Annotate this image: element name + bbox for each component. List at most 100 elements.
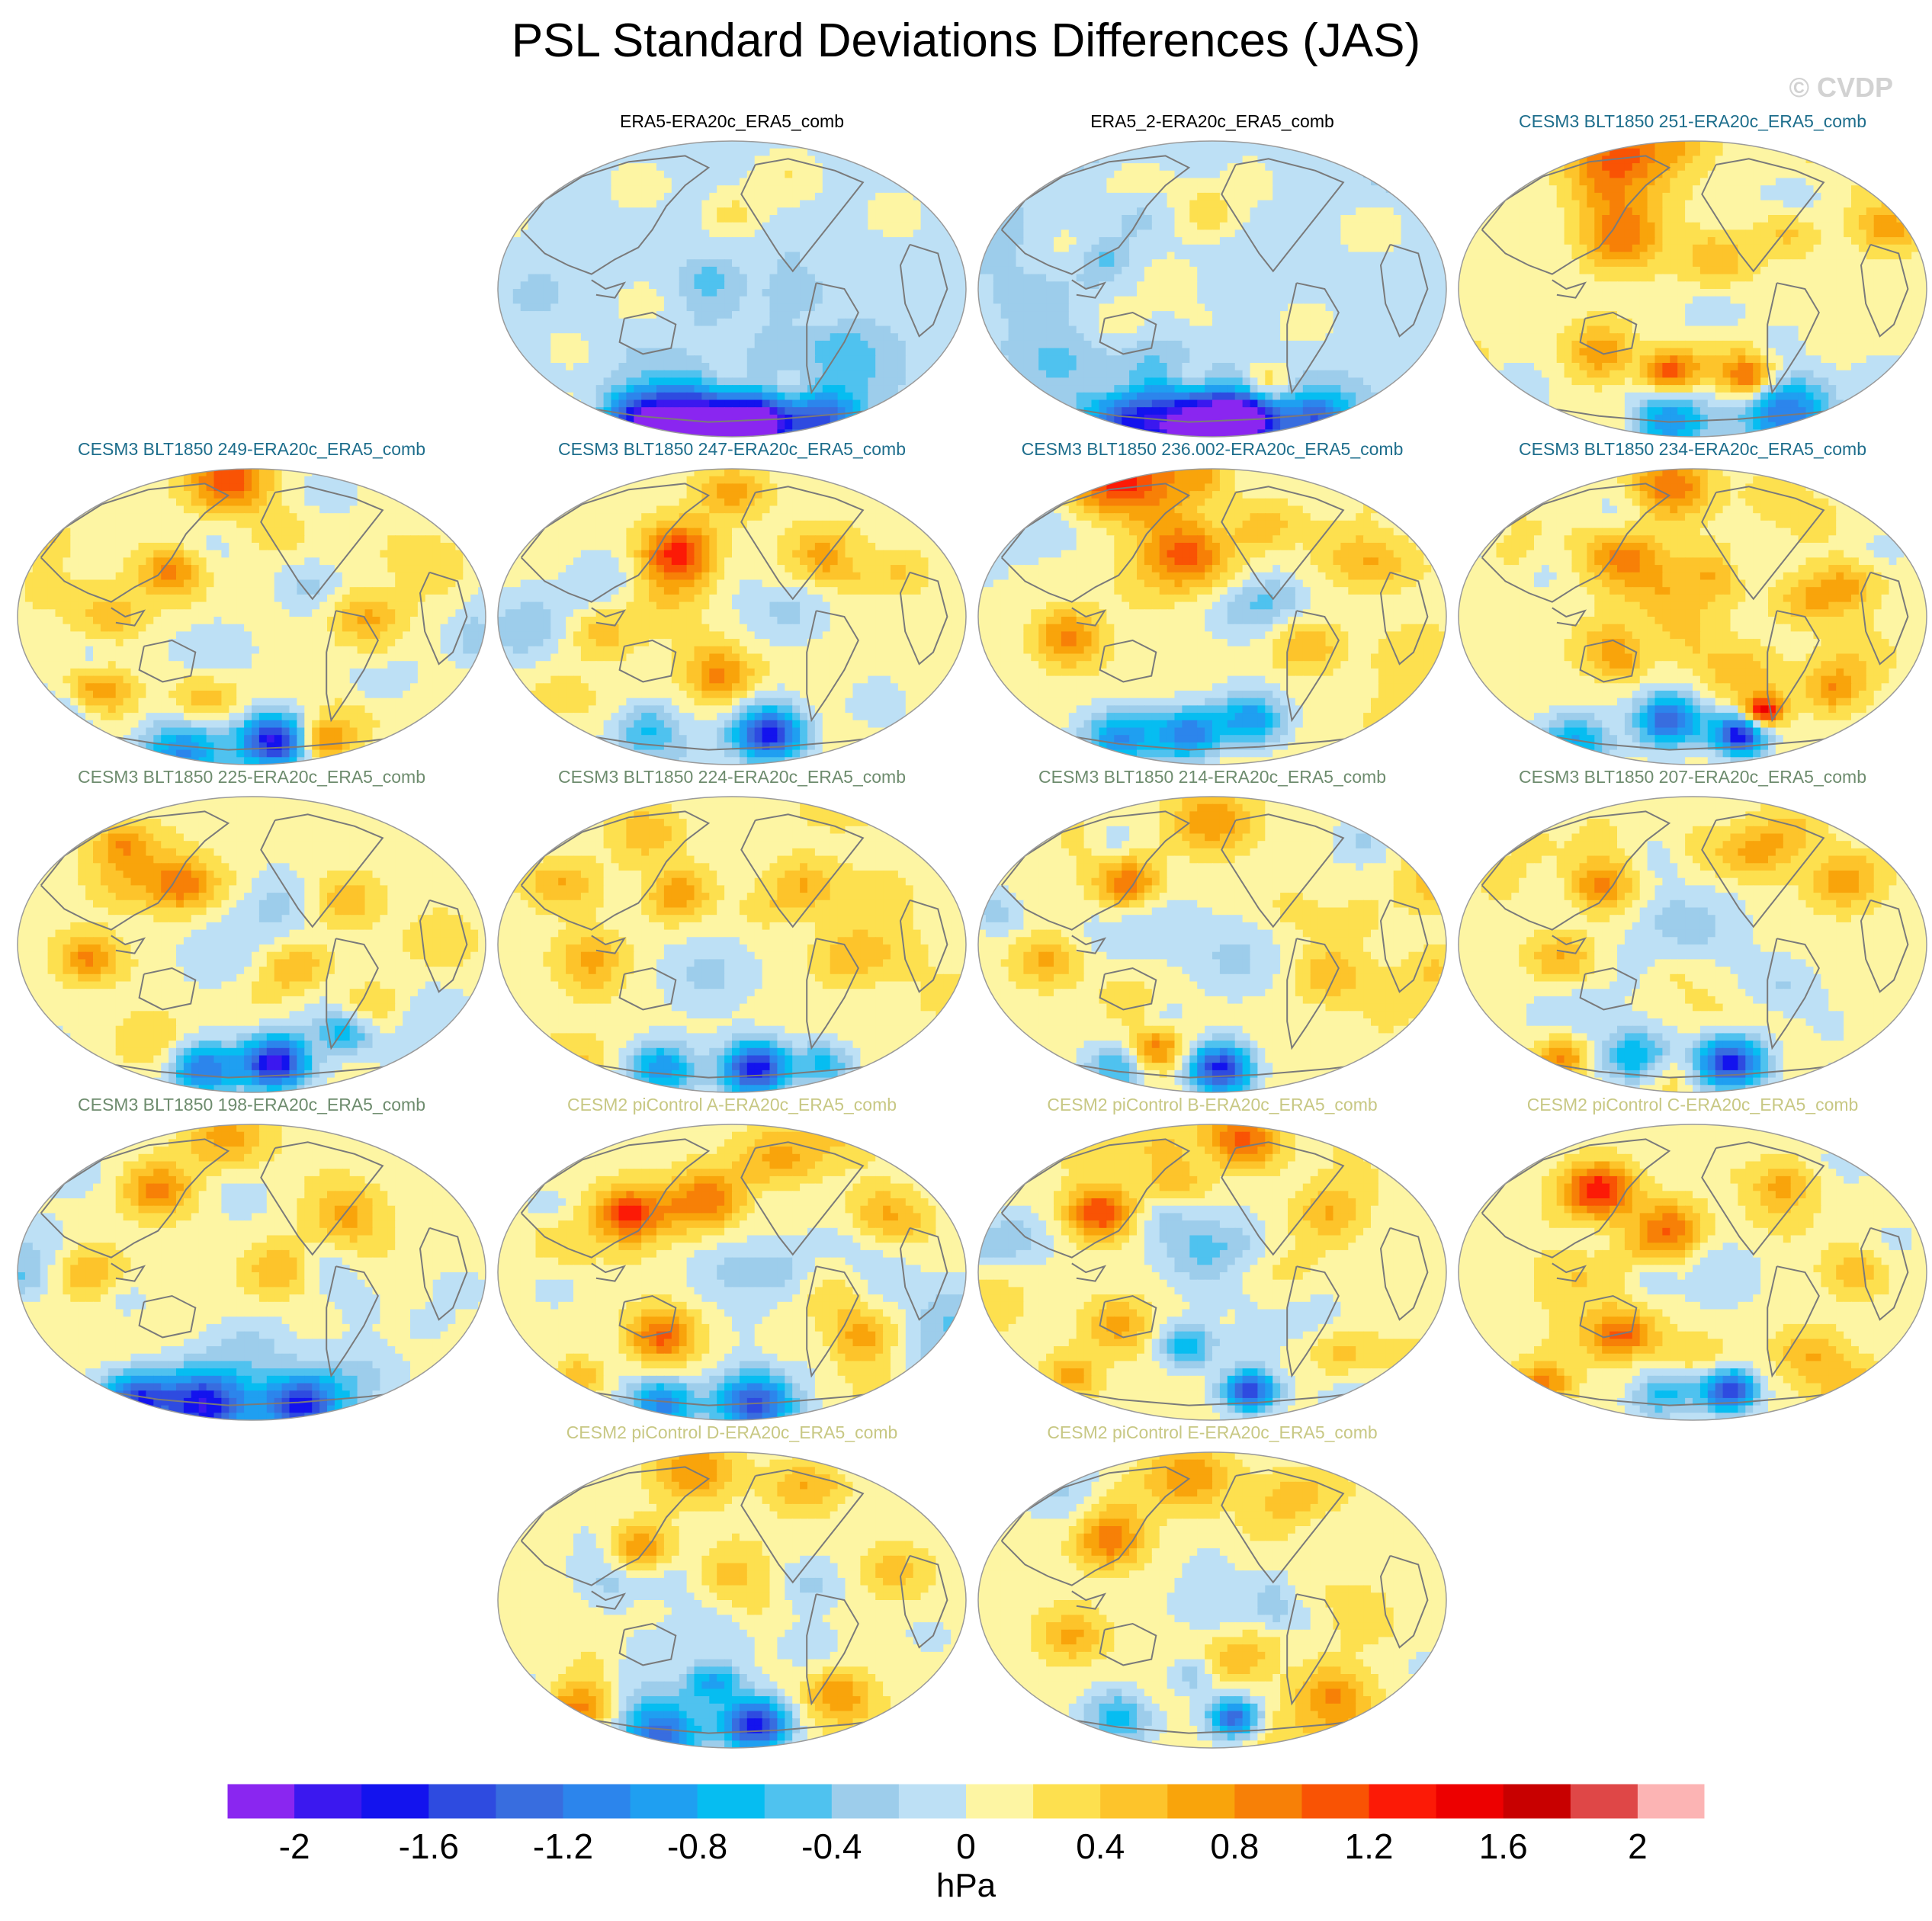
coastline bbox=[1099, 311, 1157, 355]
coastline bbox=[138, 639, 197, 683]
colorbar-tick-label: 2 bbox=[1628, 1826, 1648, 1866]
coastline bbox=[618, 967, 677, 1011]
map-outline bbox=[497, 140, 967, 438]
coastline bbox=[101, 1390, 416, 1406]
coastline bbox=[1379, 243, 1429, 338]
map-field bbox=[1459, 141, 1927, 437]
coastline bbox=[1286, 282, 1340, 395]
coastline bbox=[582, 1717, 897, 1734]
coastline bbox=[138, 1294, 197, 1339]
coastline bbox=[1062, 1717, 1377, 1734]
map-field bbox=[498, 1124, 966, 1420]
coastline bbox=[1701, 158, 1825, 273]
coastline bbox=[1000, 810, 1191, 931]
coastline bbox=[138, 967, 197, 1011]
coastline bbox=[1552, 607, 1587, 627]
coastline bbox=[419, 571, 468, 665]
coastline bbox=[1481, 483, 1671, 603]
colorbar-swatch bbox=[630, 1784, 698, 1819]
coastline bbox=[1099, 639, 1157, 683]
coastline bbox=[591, 1262, 627, 1282]
colorbar-swatch bbox=[1436, 1784, 1504, 1819]
map-panel: CESM3 BLT1850 214-ERA20c_ERA5_comb bbox=[977, 767, 1447, 1093]
colorbar-swatch bbox=[764, 1784, 833, 1819]
coastline bbox=[1000, 483, 1191, 603]
map-panel: ERA5_2-ERA20c_ERA5_comb bbox=[977, 111, 1447, 438]
map-panel: CESM2 piControl B-ERA20c_ERA5_comb bbox=[977, 1095, 1447, 1421]
coastline bbox=[591, 1590, 627, 1610]
panel-title: CESM2 piControl A-ERA20c_ERA5_comb bbox=[567, 1095, 897, 1114]
colorbar-swatch bbox=[1167, 1784, 1235, 1819]
colorbar: -2 -1.6 -1.2 -0.8 -0.4 0 0.4 0.8 1.2 1.6 2 bbox=[226, 1783, 1706, 1866]
map-outline bbox=[497, 468, 967, 765]
map-field bbox=[1459, 469, 1927, 765]
coastline bbox=[1579, 639, 1638, 683]
panel-title: CESM3 BLT1850 225-ERA20c_ERA5_comb bbox=[78, 767, 425, 787]
coastline bbox=[806, 1593, 859, 1706]
coastline bbox=[40, 1138, 230, 1259]
coastline bbox=[520, 1466, 711, 1586]
colorbar-swatch bbox=[1369, 1784, 1437, 1819]
coastline bbox=[1221, 486, 1345, 601]
coastline bbox=[1379, 1227, 1429, 1321]
coastline bbox=[591, 279, 627, 299]
coastline bbox=[899, 899, 948, 993]
coastline bbox=[40, 810, 230, 931]
map-field bbox=[18, 797, 486, 1092]
coastline bbox=[419, 899, 468, 993]
colorbar-swatch bbox=[966, 1784, 1034, 1819]
map-panel: CESM3 BLT1850 234-ERA20c_ERA5_comb bbox=[1458, 439, 1927, 765]
coastline bbox=[1071, 1590, 1107, 1610]
map-outline bbox=[977, 140, 1447, 438]
coastline bbox=[806, 938, 859, 1050]
coastline bbox=[1071, 279, 1107, 299]
coastline bbox=[1552, 935, 1587, 954]
coastline bbox=[1542, 1390, 1857, 1406]
map-field bbox=[978, 469, 1446, 765]
map-field bbox=[498, 141, 966, 437]
coastline bbox=[740, 486, 865, 601]
coastline bbox=[582, 1062, 897, 1079]
coastline bbox=[1221, 813, 1345, 928]
coastline bbox=[1767, 610, 1820, 723]
coastline bbox=[618, 311, 677, 355]
colorbar-swatch bbox=[361, 1784, 429, 1819]
colorbar-swatch bbox=[1503, 1784, 1571, 1819]
coastline bbox=[1481, 1138, 1671, 1259]
coastline bbox=[899, 1227, 948, 1321]
panel-title: ERA5_2-ERA20c_ERA5_comb bbox=[1090, 111, 1334, 131]
coastline bbox=[1481, 810, 1671, 931]
coastline bbox=[1062, 1390, 1377, 1406]
coastline bbox=[1099, 1622, 1157, 1666]
colorbar-swatch bbox=[1100, 1784, 1168, 1819]
coastline bbox=[1481, 155, 1671, 275]
panel-title: CESM3 BLT1850 207-ERA20c_ERA5_comb bbox=[1519, 767, 1866, 787]
coastline bbox=[1071, 607, 1107, 627]
coastline bbox=[1579, 311, 1638, 355]
map-outline bbox=[977, 1451, 1447, 1749]
map-panel: CESM3 BLT1850 251-ERA20c_ERA5_comb bbox=[1458, 111, 1927, 438]
coastline bbox=[1701, 813, 1825, 928]
coastline bbox=[1579, 967, 1638, 1011]
coastline bbox=[1286, 938, 1340, 1050]
coastline bbox=[326, 938, 379, 1050]
coastline bbox=[1379, 1554, 1429, 1649]
panel-title: CESM3 BLT1850 224-ERA20c_ERA5_comb bbox=[558, 767, 906, 787]
map-outline bbox=[1458, 468, 1927, 765]
coastline bbox=[1542, 1062, 1857, 1079]
colorbar-tick-label: -1.2 bbox=[533, 1826, 593, 1866]
coastline bbox=[1701, 1141, 1825, 1256]
coastline bbox=[260, 486, 384, 601]
map-field bbox=[978, 797, 1446, 1092]
map-outline bbox=[1458, 796, 1927, 1093]
coastline bbox=[1552, 279, 1587, 299]
coastline bbox=[618, 1294, 677, 1339]
panel-title: CESM2 piControl E-ERA20c_ERA5_comb bbox=[1047, 1422, 1377, 1442]
coastline bbox=[1062, 1062, 1377, 1079]
colorbar-tick-label: 0.4 bbox=[1076, 1826, 1125, 1866]
coastline bbox=[1767, 1265, 1820, 1378]
map-field bbox=[978, 141, 1446, 437]
colorbar-tick-label: 1.2 bbox=[1345, 1826, 1394, 1866]
panel-title: CESM2 piControl D-ERA20c_ERA5_comb bbox=[566, 1422, 898, 1442]
colorbar-swatch bbox=[496, 1784, 563, 1819]
